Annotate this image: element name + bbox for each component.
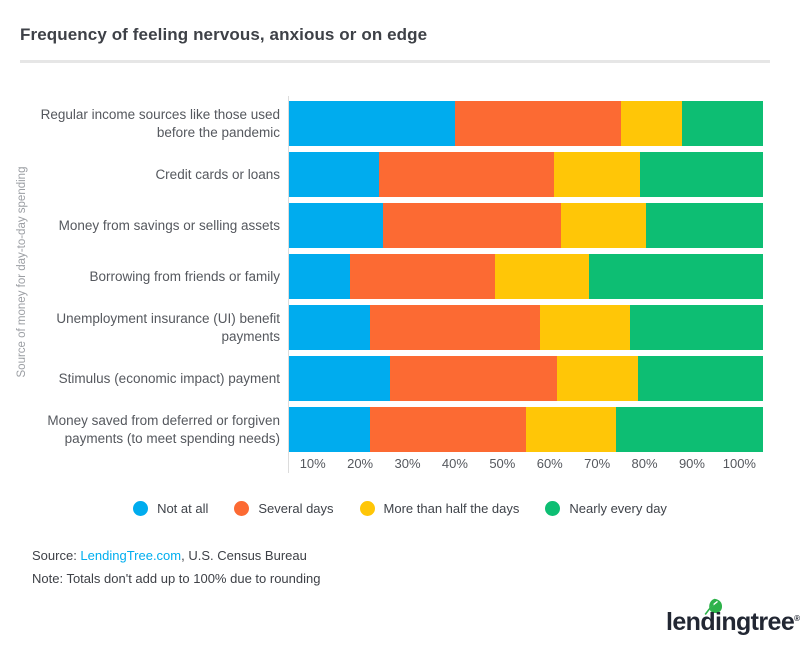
chart-legend: Not at all Several days More than half the… xyxy=(0,501,800,516)
bar-segment-several-days[interactable] xyxy=(379,152,555,197)
x-tick-label: 70% xyxy=(584,456,611,471)
stacked-bar xyxy=(289,101,763,146)
legend-item-several-days[interactable]: Several days xyxy=(234,501,334,516)
bar-segment-nearly-every-day[interactable] xyxy=(682,101,763,146)
bar-segment-more-than-half-the-days[interactable] xyxy=(540,305,631,350)
bar-segment-several-days[interactable] xyxy=(369,407,526,452)
legend-label: Not at all xyxy=(157,501,209,516)
bar-segment-nearly-every-day[interactable] xyxy=(589,254,763,299)
bar-segment-nearly-every-day[interactable] xyxy=(616,407,763,452)
chart-row: Money from savings or selling assets xyxy=(32,200,763,251)
x-tick-label: 100% xyxy=(722,456,756,471)
legend-swatch-icon xyxy=(133,501,149,516)
bar-segment-nearly-every-day[interactable] xyxy=(630,305,763,350)
y-axis-label: Source of money for day-to-day spending xyxy=(16,166,28,378)
category-label-unemployment-insurance-ui: Unemployment insurance (UI) benefit paym… xyxy=(56,310,280,344)
x-tick-label: 90% xyxy=(678,456,705,471)
bar-segment-not-at-all[interactable] xyxy=(289,407,370,452)
x-tick-label: 60% xyxy=(536,456,563,471)
category-label-money-saved-from: Money saved from deferred or forgiven pa… xyxy=(47,412,280,446)
source-suffix: , U.S. Census Bureau xyxy=(181,548,307,563)
stacked-bar xyxy=(289,356,763,401)
bar-segment-more-than-half-the-days[interactable] xyxy=(561,203,646,248)
legend-swatch-icon xyxy=(234,501,250,516)
bar-segment-several-days[interactable] xyxy=(382,203,562,248)
registered-mark: ® xyxy=(794,614,800,623)
legend-swatch-icon xyxy=(359,501,375,516)
category-label-stimulus-economic-impact: Stimulus (economic impact) payment xyxy=(58,370,280,386)
category-label-borrowing-from-friends: Borrowing from friends or family xyxy=(89,268,280,284)
bar-segment-nearly-every-day[interactable] xyxy=(645,203,763,248)
lendingtree-logo: lendingtree® xyxy=(666,598,800,640)
legend-item-nearly-every-day[interactable]: Nearly every day xyxy=(545,501,667,516)
chart-row: Regular income sources like those used b… xyxy=(32,98,763,149)
chart-row: Unemployment insurance (UI) benefit paym… xyxy=(32,302,763,353)
chart-row: Credit cards or loans xyxy=(32,149,763,200)
note-line: Note: Totals don't add up to 100% due to… xyxy=(32,571,321,586)
chart-row: Stimulus (economic impact) payment xyxy=(32,353,763,404)
source-link[interactable]: LendingTree.com xyxy=(80,548,182,563)
x-tick-label: 80% xyxy=(631,456,658,471)
bar-segment-not-at-all[interactable] xyxy=(289,101,455,146)
x-axis-ticks: 10% 20% 30% 40% 50% 60% 70% 80% 90% 100% xyxy=(289,456,763,474)
legend-swatch-icon xyxy=(545,501,561,516)
bar-segment-nearly-every-day[interactable] xyxy=(639,152,763,197)
x-tick-label: 40% xyxy=(441,456,468,471)
bar-segment-several-days[interactable] xyxy=(369,305,541,350)
bar-segment-nearly-every-day[interactable] xyxy=(638,356,763,401)
legend-item-not-at-all[interactable]: Not at all xyxy=(133,501,208,516)
y-axis-line xyxy=(288,96,289,473)
bar-segment-more-than-half-the-days[interactable] xyxy=(525,407,617,452)
x-tick-label: 20% xyxy=(347,456,374,471)
source-line: Source: LendingTree.com, U.S. Census Bur… xyxy=(32,548,307,563)
bar-segment-more-than-half-the-days[interactable] xyxy=(554,152,640,197)
chart-title: Frequency of feeling nervous, anxious or… xyxy=(20,25,428,44)
bar-segment-not-at-all[interactable] xyxy=(289,254,350,299)
bar-segment-more-than-half-the-days[interactable] xyxy=(620,101,683,146)
bar-segment-several-days[interactable] xyxy=(454,101,621,146)
bar-segment-not-at-all[interactable] xyxy=(289,203,383,248)
stacked-bar xyxy=(289,407,763,452)
stacked-bar xyxy=(289,305,763,350)
x-tick-label: 30% xyxy=(394,456,421,471)
bar-segment-more-than-half-the-days[interactable] xyxy=(557,356,639,401)
chart-rows: Regular income sources like those used b… xyxy=(32,98,763,455)
legend-label: Nearly every day xyxy=(569,501,667,516)
legend-item-more-than-half-the-days[interactable]: More than half the days xyxy=(359,501,520,516)
x-tick-label: 50% xyxy=(489,456,516,471)
category-label-credit-cards-or: Credit cards or loans xyxy=(155,166,280,182)
bar-segment-not-at-all[interactable] xyxy=(289,152,380,197)
x-tick-label: 10% xyxy=(299,456,326,471)
chart-row: Money saved from deferred or forgiven pa… xyxy=(32,404,763,455)
legend-label: Several days xyxy=(258,501,334,516)
bar-segment-several-days[interactable] xyxy=(350,254,496,299)
source-prefix: Source: xyxy=(32,548,81,563)
bar-segment-not-at-all[interactable] xyxy=(289,356,390,401)
bar-segment-not-at-all[interactable] xyxy=(289,305,370,350)
legend-label: More than half the days xyxy=(383,501,520,516)
stacked-bar xyxy=(289,203,763,248)
category-label-money-from-savings: Money from savings or selling assets xyxy=(58,217,280,233)
stacked-bar xyxy=(289,152,763,197)
stacked-bar xyxy=(289,254,763,299)
title-divider xyxy=(20,60,770,63)
leaf-icon xyxy=(704,598,723,620)
category-label-regular-income-sources: Regular income sources like those used b… xyxy=(40,106,280,140)
bar-segment-several-days[interactable] xyxy=(389,356,558,401)
bar-segment-more-than-half-the-days[interactable] xyxy=(495,254,590,299)
logo-wordmark: lendingtree® xyxy=(666,608,800,636)
chart-row: Borrowing from friends or family xyxy=(32,251,763,302)
